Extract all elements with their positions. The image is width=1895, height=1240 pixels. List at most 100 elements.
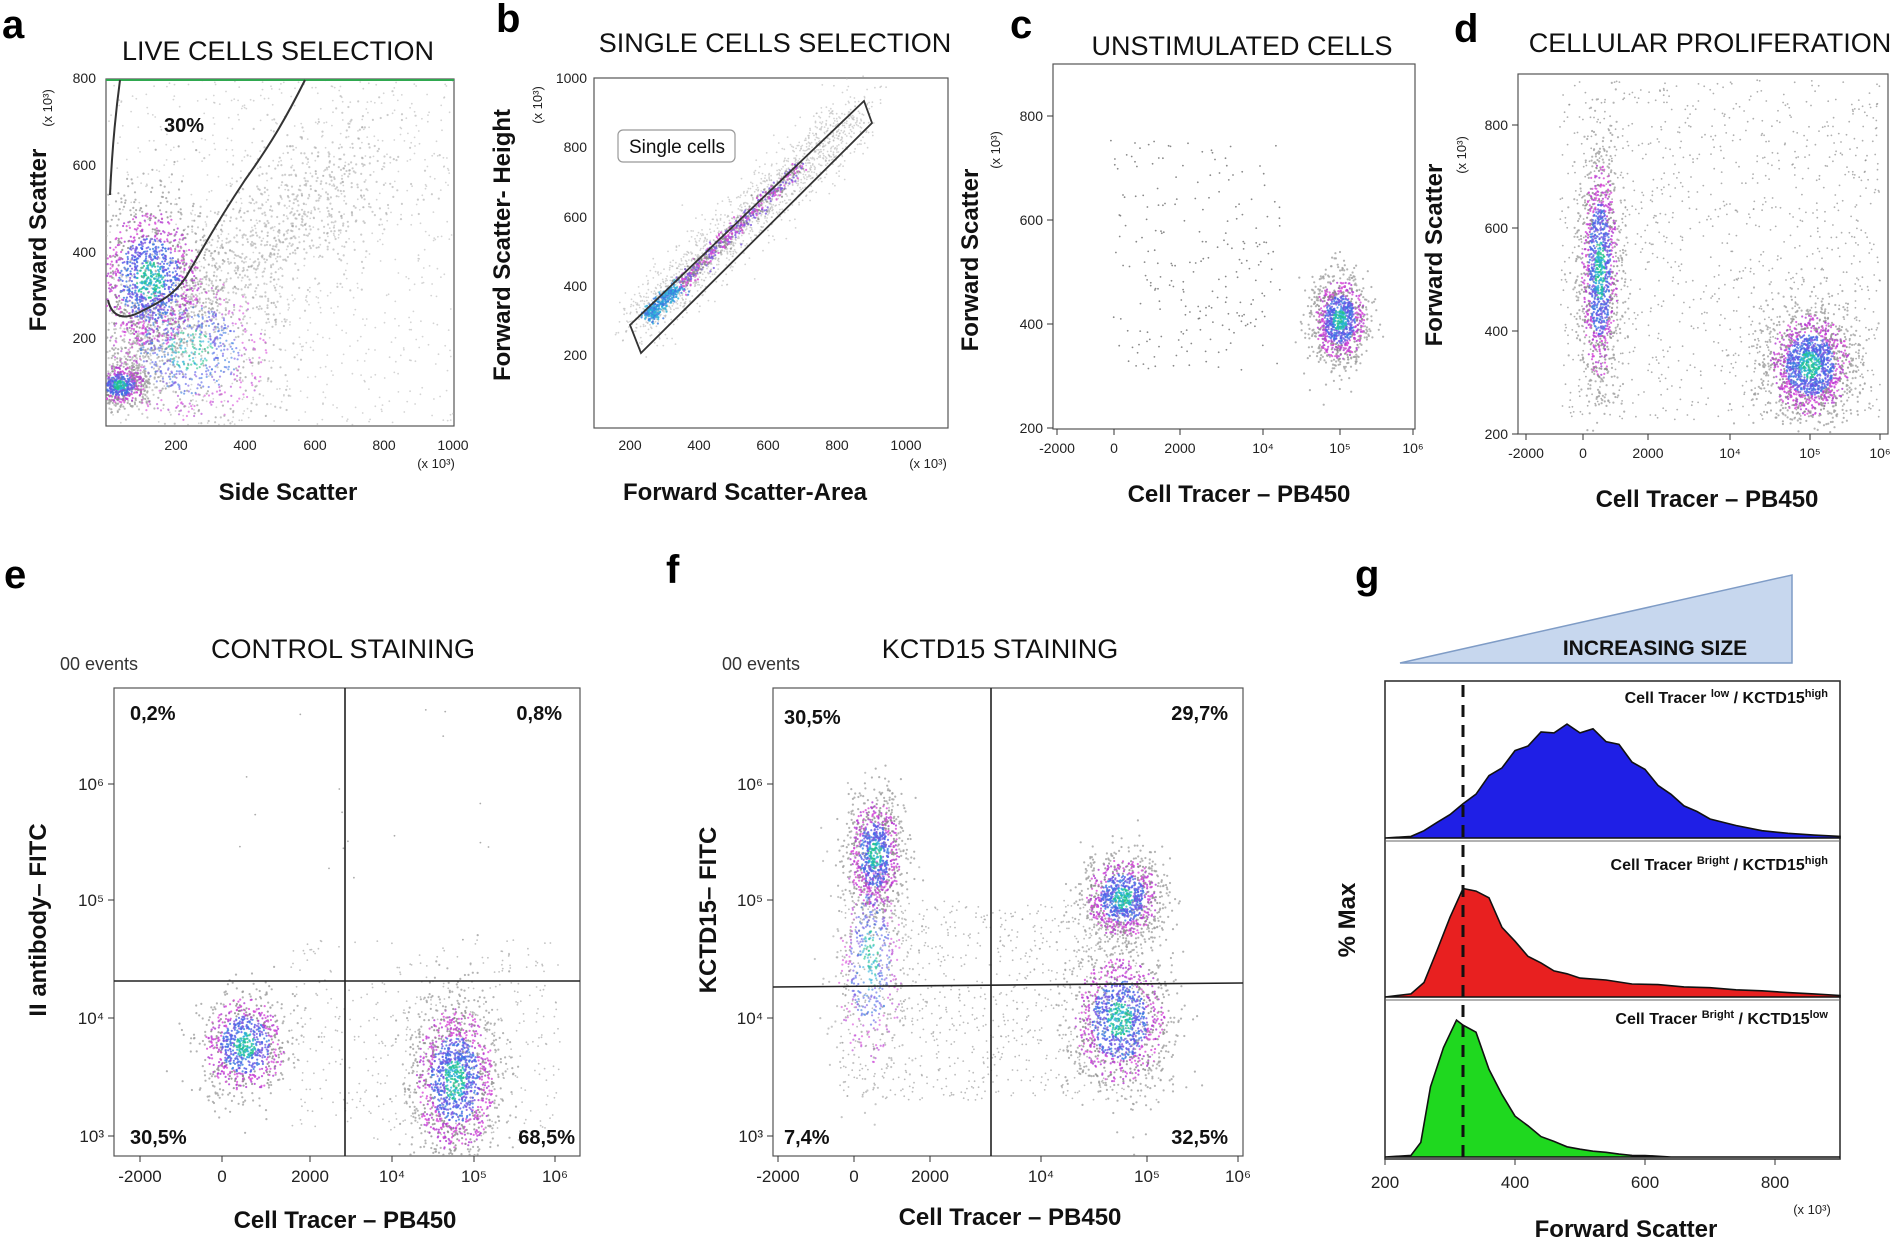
scatter-dot (108, 309, 111, 312)
scatter-dot (326, 193, 329, 196)
scatter-dot (335, 186, 339, 189)
scatter-dot (407, 277, 410, 280)
scatter-dot (387, 207, 390, 210)
scatter-dot (169, 127, 172, 130)
scatter-dot (155, 232, 158, 235)
scatter-dot (191, 339, 194, 342)
scatter-dot (307, 211, 310, 214)
scatter-dot (157, 246, 160, 249)
scatter-dot (215, 301, 218, 304)
scatter-dot (178, 266, 181, 269)
scatter-dot (323, 170, 325, 172)
scatter-dot (186, 340, 189, 343)
scatter-dot (171, 329, 174, 332)
scatter-dot (210, 287, 213, 290)
scatter-dot (328, 212, 331, 215)
scatter-dot (273, 278, 276, 281)
scatter-dot (275, 306, 278, 309)
scatter-dot (145, 360, 148, 363)
scatter-dot (136, 269, 139, 272)
scatter-dot (178, 364, 181, 367)
scatter-dot (265, 258, 268, 261)
scatter-dot (179, 409, 183, 412)
scatter-dot (161, 269, 164, 272)
scatter-dot (180, 286, 183, 289)
scatter-dot (153, 306, 156, 310)
scatter-dot (274, 405, 277, 408)
scatter-dot (313, 255, 315, 258)
scatter-dot (297, 81, 300, 84)
scatter-dot (161, 359, 164, 362)
scatter-dot (244, 284, 247, 287)
scatter-dot (351, 372, 354, 375)
scatter-dot (133, 220, 136, 224)
scatter-dot (170, 354, 173, 357)
scatter-dot (360, 172, 363, 175)
scatter-dot (262, 237, 265, 240)
scatter-dot (207, 324, 211, 327)
scatter-dot (117, 386, 120, 389)
scatter-dot (307, 197, 310, 200)
scatter-dot (252, 396, 255, 399)
scatter-dot (111, 347, 114, 350)
scatter-dot (251, 374, 254, 377)
scatter-dot (270, 380, 273, 383)
scatter-dot (753, 171, 756, 174)
scatter-dot (149, 352, 152, 355)
scatter-dot (389, 182, 392, 185)
scatter-dot (237, 288, 240, 291)
scatter-dot (260, 307, 263, 310)
scatter-dot (154, 252, 157, 255)
scatter-dot (144, 250, 147, 253)
scatter-dot (248, 339, 251, 342)
scatter-dot (836, 151, 838, 154)
scatter-dot (330, 370, 333, 372)
scatter-dot (190, 392, 193, 395)
scatter-dot (114, 390, 117, 393)
scatter-dot (150, 287, 153, 290)
scatter-dot (369, 156, 372, 159)
scatter-dot (347, 105, 350, 109)
scatter-dot (292, 148, 295, 151)
scatter-dot (151, 310, 154, 313)
scatter-dot (146, 325, 149, 328)
scatter-dot (233, 261, 236, 265)
scatter-dot (288, 199, 291, 203)
scatter-dot (669, 279, 672, 282)
scatter-dot (346, 420, 348, 422)
scatter-dot (346, 220, 349, 223)
scatter-dot (198, 269, 202, 272)
scatter-dot (300, 345, 303, 348)
scatter-dot (115, 259, 118, 262)
scatter-dot (266, 188, 269, 191)
scatter-dot (345, 332, 348, 334)
scatter-dot (192, 326, 195, 329)
scatter-dot (207, 419, 210, 423)
scatter-dot (240, 256, 243, 259)
scatter-dot (237, 113, 240, 116)
scatter-dot (225, 184, 228, 186)
scatter-dot (370, 100, 372, 103)
scatter-dot (120, 269, 123, 272)
scatter-dot (121, 298, 124, 301)
scatter-dot (180, 344, 183, 347)
scatter-dot (110, 286, 114, 289)
scatter-dot (157, 276, 160, 279)
scatter-dot (361, 115, 364, 118)
scatter-dot (146, 277, 149, 280)
scatter-dot (314, 121, 317, 124)
scatter-dot (333, 86, 336, 89)
scatter-dot (306, 180, 309, 183)
scatter-dot (150, 213, 153, 216)
scatter-dot (241, 324, 244, 327)
scatter-dot (119, 405, 122, 408)
scatter-dot (179, 340, 182, 343)
scatter-dot (159, 262, 162, 265)
scatter-dot (256, 222, 259, 225)
scatter-dot (128, 370, 131, 373)
scatter-dot (427, 114, 429, 116)
scatter-dot (233, 338, 236, 341)
scatter-dot (135, 330, 138, 333)
scatter-dot (203, 112, 206, 115)
scatter-dot (777, 142, 780, 144)
